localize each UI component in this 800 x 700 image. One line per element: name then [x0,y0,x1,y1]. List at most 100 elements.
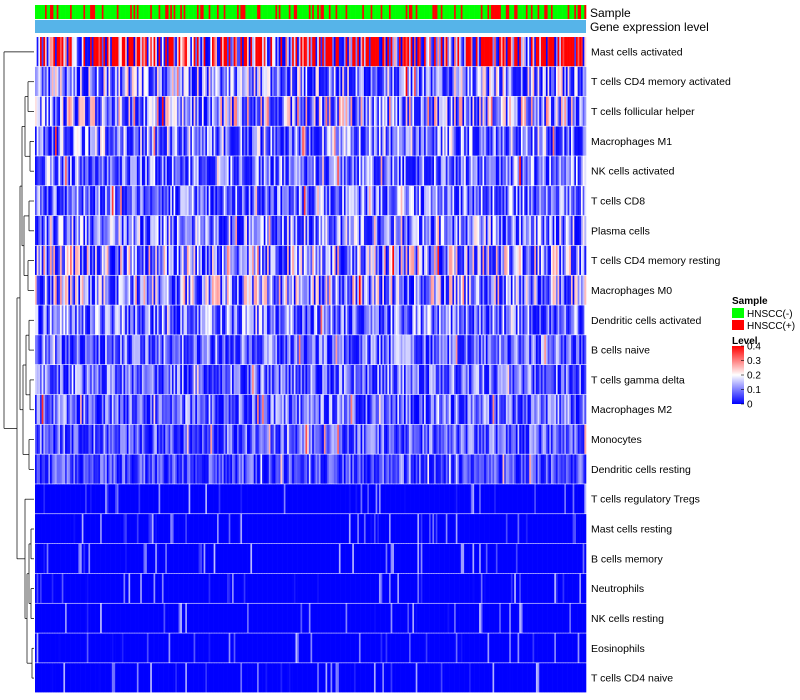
heatmap-cell [464,305,467,335]
heatmap-cell [345,245,348,275]
heatmap-cell [110,96,113,126]
heatmap-cell [46,66,49,97]
heatmap-cell [424,424,427,454]
heatmap-cell [310,126,313,156]
heatmap-cell [218,156,221,186]
heatmap-cell [253,66,256,97]
heatmap-cell [385,156,388,186]
heatmap-cell [537,335,540,365]
heatmap-cell [449,156,452,186]
heatmap-cell [292,335,295,365]
heatmap-cell [156,424,159,454]
heatmap-cell [136,126,139,156]
heatmap-cell [171,335,174,365]
heatmap-cell [327,305,330,335]
heatmap-cell [206,126,209,156]
heatmap-cell [267,365,270,395]
heatmap-cell [574,37,577,67]
heatmap-cell [422,275,425,305]
heatmap-cell [73,365,76,395]
heatmap-cell [302,275,305,305]
heatmap-cell [307,66,310,97]
heatmap-cell [520,66,523,97]
heatmap-cell [582,275,585,305]
heatmap-cell [245,215,248,246]
heatmap-cell [390,126,393,156]
sample-annotation-cell [200,5,203,19]
heatmap-cell [56,215,59,246]
heatmap-cell [333,126,336,156]
heatmap-cell [457,275,460,305]
heatmap-cell [135,424,138,454]
heatmap-cell [96,186,99,216]
heatmap-cell [462,305,465,335]
sample-annotation-cell [46,5,49,19]
heatmap-cell [387,186,390,216]
heatmap-cell [101,96,104,126]
heatmap-cell [120,37,123,67]
heatmap-cell [405,394,408,425]
heatmap-cell [325,305,328,335]
heatmap-cell [245,335,248,365]
heatmap-cell [442,275,445,305]
heatmap-cell [228,424,231,454]
heatmap-cell [196,186,199,216]
heatmap-cell [393,215,396,246]
heatmap-cell [131,424,134,454]
sample-annotation-cell [220,5,223,19]
heatmap-cell [55,394,58,425]
heatmap-cell [430,215,433,246]
heatmap-cell [494,66,497,97]
heatmap-cell [505,424,508,454]
heatmap-cell [313,275,316,305]
heatmap-cell [487,156,490,186]
heatmap-cell [482,37,485,67]
heatmap-cell [342,305,345,335]
heatmap-cell [278,215,281,246]
heatmap-cell [108,394,111,425]
heatmap-cell [222,424,224,454]
heatmap-cell [395,126,398,156]
heatmap-cell [85,156,88,186]
heatmap-cell [61,245,64,275]
heatmap-cell [136,394,139,425]
heatmap-cell [263,365,266,395]
heatmap-cell [65,394,68,425]
heatmap-cell [392,365,395,395]
heatmap-cell [80,275,83,305]
heatmap-cell [106,365,109,395]
heatmap-cell [247,156,250,186]
heatmap-cell [280,66,283,97]
heatmap-cell [257,96,260,126]
heatmap-cell [397,305,400,335]
heatmap-cell [118,37,121,67]
heatmap-cell [262,66,265,97]
heatmap-cell [395,394,398,425]
heatmap-cell [459,275,462,305]
heatmap-cell [55,424,58,454]
heatmap-cell [363,215,366,246]
heatmap-cell [348,66,351,97]
heatmap-cell [459,215,462,246]
heatmap-cell [270,365,273,395]
sample-annotation-cell [358,5,361,19]
heatmap-cell [358,365,361,395]
heatmap-cell [537,156,540,186]
heatmap-cell [580,156,583,186]
heatmap-cell [166,275,169,305]
heatmap-cell [136,37,139,67]
heatmap-cell [552,66,555,97]
heatmap-cell [255,275,258,305]
heatmap-cell [56,365,59,395]
heatmap-cell [283,186,286,216]
heatmap-cell [68,394,71,425]
heatmap-cell [83,305,86,335]
heatmap-cell [151,245,154,275]
heatmap-cell [61,66,64,97]
heatmap-cell [48,394,51,425]
heatmap-cell [425,186,428,216]
heatmap-cell [257,215,260,246]
heatmap-cell [222,186,224,216]
heatmap-cell [425,96,428,126]
heatmap-cell [163,305,166,335]
